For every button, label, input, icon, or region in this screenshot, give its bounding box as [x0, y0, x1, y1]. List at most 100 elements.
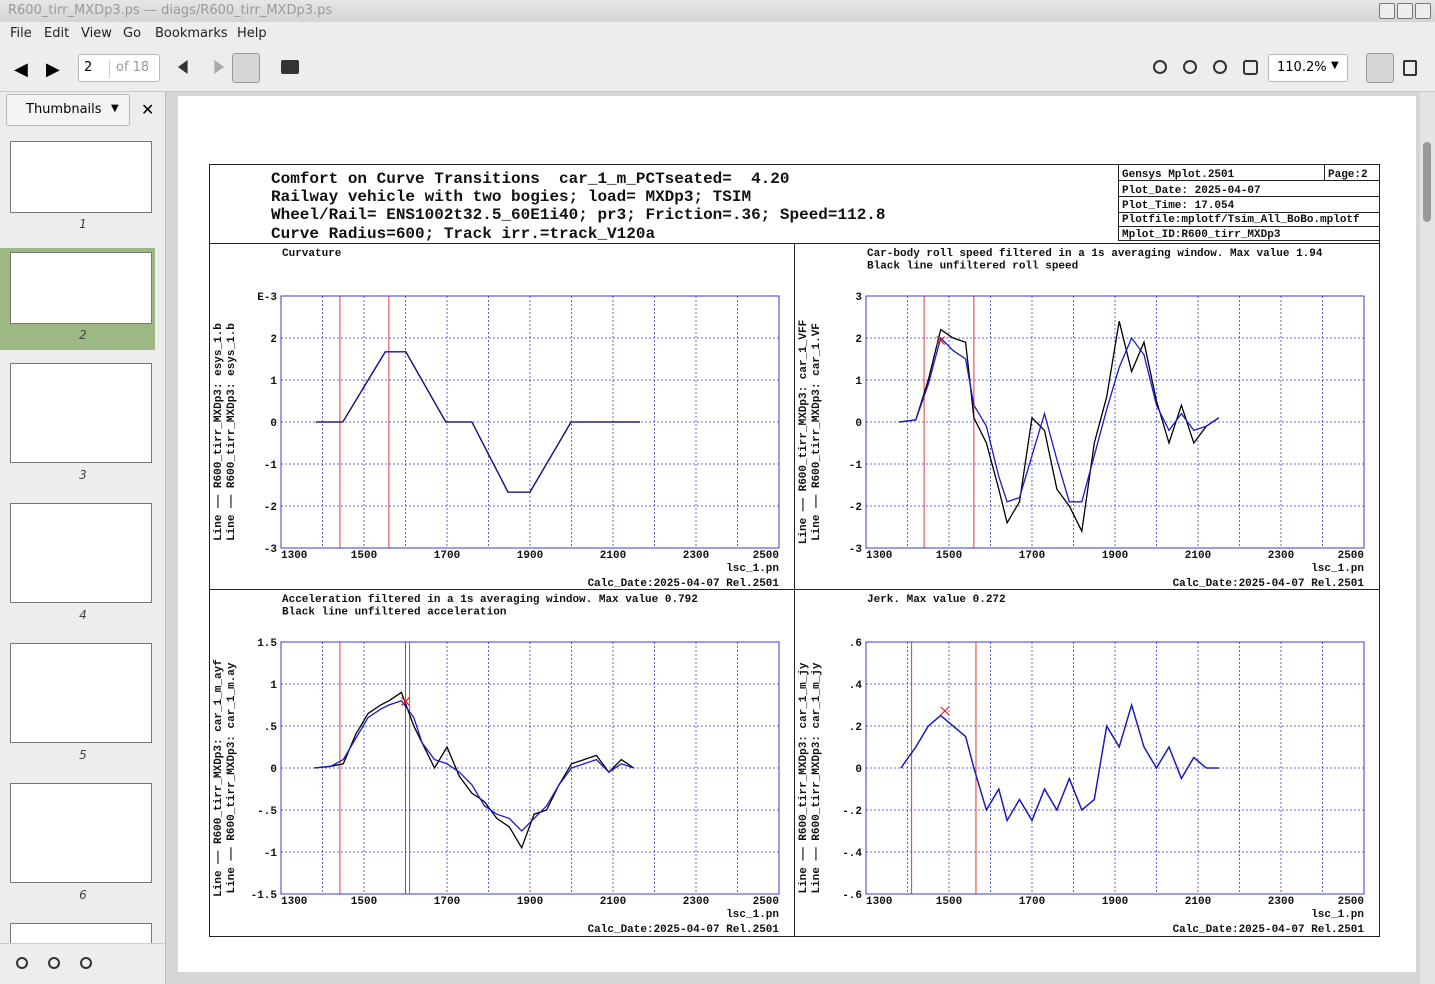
menu-item[interactable]: Go [123, 26, 142, 41]
x-tick-label: 1300 [866, 550, 892, 562]
x-tick-label: 1900 [517, 896, 543, 908]
x-tick-label: 1700 [1019, 896, 1045, 908]
x-tick-label: 2300 [683, 550, 709, 562]
dropdown-arrow: ▼ [111, 103, 119, 114]
legend-entry: Line —— R600_tirr_MXDp3: car_1_VFF [798, 320, 810, 544]
y-tick-label: -1.5 [251, 890, 278, 902]
menu-item[interactable]: Help [237, 26, 267, 41]
series-line [315, 351, 640, 493]
chart-title: Curvature [282, 248, 342, 260]
thumbnail-label: 6 [79, 888, 87, 902]
header-line: Curve Radius=600; Track irr.=track_V120a [271, 225, 655, 243]
thumbnail[interactable] [10, 503, 152, 603]
menu-item[interactable]: Bookmarks [155, 26, 228, 41]
minimize-button[interactable] [1379, 3, 1395, 19]
close-sidebar[interactable]: ✕ [141, 100, 155, 119]
zoom-in-button[interactable] [1183, 60, 1197, 74]
x-tick-label: 2300 [683, 896, 709, 908]
chart: Curvature E-3 2 1 0 -1 -2 -3 1300 1500 1700 1900 210… [213, 248, 780, 590]
toolbar: ◀ ▶ 2 of 18 110.2% ▼ [0, 46, 1435, 92]
header-line: Railway vehicle with two bogies; load= M… [271, 188, 751, 206]
y-tick-label: E-3 [257, 292, 277, 304]
peak-marker [401, 697, 410, 706]
zoom-combo[interactable]: 110.2% ▼ [1268, 54, 1348, 82]
menu-item[interactable]: View [81, 26, 112, 41]
thumbnail[interactable] [10, 252, 152, 324]
plot-frame [865, 295, 1365, 549]
y-tick-label: -.5 [257, 806, 277, 818]
y-tick-label: 1 [270, 680, 277, 692]
maximize-button[interactable] [1397, 3, 1413, 19]
thumbnail[interactable] [10, 363, 152, 463]
scroll-thumb[interactable] [1423, 142, 1431, 222]
menu-item[interactable]: Edit [44, 26, 70, 41]
calc-footer: Calc_Date:2025-04-07 Rel.2501 [1173, 578, 1365, 590]
thumbnail-label: 2 [79, 328, 87, 342]
zoom-out-button[interactable] [1153, 60, 1167, 74]
y-tick-label: 3 [855, 292, 862, 304]
y-tick-label: .2 [849, 722, 862, 734]
info-text: Gensys Mplot.2501 [1122, 169, 1235, 181]
header-line: Comfort on Curve Transitions car_1_m_PCT… [271, 170, 789, 188]
x-tick-label: 1700 [1019, 550, 1045, 562]
y-tick-label: -.6 [842, 890, 862, 902]
x-tick-label: 1900 [517, 550, 543, 562]
page [178, 96, 1416, 972]
print-button[interactable] [281, 60, 299, 74]
y-tick-label: 2 [270, 334, 277, 346]
info-text: Mplot_ID:R600_tirr_MXDp3 [1122, 229, 1281, 241]
forward-button[interactable]: ▶ [46, 59, 60, 80]
next-button[interactable] [214, 60, 224, 74]
fit-page-button[interactable] [1243, 60, 1258, 75]
info-text: Plot_Time: 17.054 [1122, 200, 1235, 212]
sidebar: Thumbnails ▼ ✕ 1 2 3 4 5 6 [0, 92, 166, 984]
y-tick-label: -3 [849, 544, 863, 556]
y-tick-label: .6 [849, 638, 862, 650]
back-button[interactable]: ◀ [14, 59, 28, 80]
page-number: 2 [84, 60, 93, 75]
thumbnail[interactable] [10, 141, 152, 213]
thumb-zoom-in[interactable] [48, 957, 60, 969]
y-tick-label: 1 [855, 376, 862, 388]
sidebar-mode-label: Thumbnails [26, 102, 102, 117]
chart: Car-body roll speed filtered in a 1s ave… [798, 248, 1365, 590]
thumbnail-label: 1 [79, 217, 87, 231]
y-tick-label: 0 [270, 418, 277, 430]
thumbnail[interactable] [10, 643, 152, 743]
calc-footer: Calc_Date:2025-04-07 Rel.2501 [588, 578, 780, 590]
previous-button[interactable] [178, 60, 188, 74]
chart: Jerk. Max value 0.272 .6 .4 .2 0 -.2 -.4 -.6 130… [798, 594, 1365, 936]
page-count: of 18 [109, 60, 149, 78]
document-page: Comfort on Curve Transitions car_1_m_PCT… [178, 96, 1416, 972]
dual-page-button[interactable] [1403, 60, 1417, 76]
header: Comfort on Curve Transitions car_1_m_PCT… [271, 170, 886, 243]
scrollbar[interactable] [1420, 92, 1435, 984]
thumbnail[interactable] [10, 923, 152, 943]
legend-entry: Line —— R600_tirr_MXDp3: esys_1.b [213, 323, 225, 541]
header-line: Wheel/Rail= ENS1002t32.5_60E1i40; pr3; F… [271, 206, 886, 224]
x-tick-label: 1300 [281, 550, 307, 562]
close-button[interactable] [1415, 3, 1431, 19]
x-tick-label: 2100 [1185, 550, 1211, 562]
y-tick-label: 1 [270, 376, 277, 388]
info-rules [1118, 164, 1379, 227]
thumb-zoom-fit[interactable] [80, 957, 92, 969]
sidebar-mode[interactable]: Thumbnails ▼ [6, 94, 130, 126]
series-line [314, 691, 635, 850]
calc-footer: Calc_Date:2025-04-07 Rel.2501 [1173, 924, 1365, 936]
thumbnail[interactable] [10, 783, 152, 883]
page-entry[interactable]: 2 of 18 [78, 54, 160, 82]
sidebar-toggle[interactable] [232, 53, 260, 83]
x-tick-label: 1700 [434, 550, 460, 562]
legend-entry: Line —— R600_tirr_MXDp3: car_1.VF [811, 323, 823, 541]
y-tick-label: -2 [849, 502, 862, 514]
thumb-zoom-out[interactable] [16, 957, 28, 969]
chart-title: Black line unfiltered roll speed [867, 261, 1078, 273]
menu-item[interactable]: File [10, 26, 32, 41]
window-title: R600_tirr_MXDp3.ps — diags/R600_tirr_MXD… [8, 3, 333, 18]
zoom-fit-button[interactable] [1213, 60, 1227, 74]
series-line [900, 702, 1219, 823]
continuous-toggle[interactable] [1366, 53, 1394, 83]
x-tick-label: 1500 [936, 550, 962, 562]
